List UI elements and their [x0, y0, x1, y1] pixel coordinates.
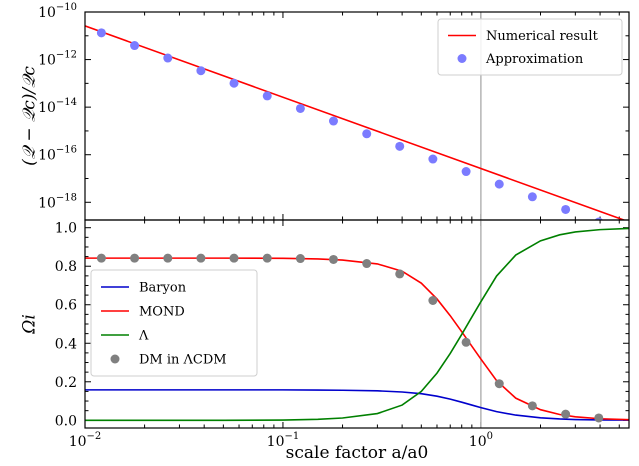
data-point-dm-in-cdm: [594, 413, 604, 423]
x-tick-label: 100: [469, 431, 493, 450]
data-point-approximation: [262, 91, 272, 101]
legend-marker-swatch: [110, 354, 120, 364]
data-point-approximation: [461, 167, 471, 177]
data-point-dm-in-cdm: [461, 337, 471, 347]
top-y-tick-label: 10−18: [38, 192, 77, 211]
x-tick-label: 10−1: [267, 431, 300, 450]
data-point-dm-in-cdm: [196, 253, 206, 263]
data-point-dm-in-cdm: [527, 401, 537, 411]
legend-label: MOND: [139, 305, 185, 320]
x-tick-label: 10−2: [69, 431, 102, 450]
data-point-dm-in-cdm: [494, 379, 504, 389]
data-point-dm-in-cdm: [561, 409, 571, 419]
legend-label: Λ: [138, 329, 149, 344]
data-point-dm-in-cdm: [130, 253, 140, 263]
data-point-approximation: [561, 204, 571, 214]
data-point-dm-in-cdm: [163, 253, 173, 263]
bottom-y-tick-label: 0.2: [55, 375, 77, 391]
data-point-approximation: [96, 28, 106, 38]
data-point-dm-in-cdm: [328, 254, 338, 264]
bottom-y-tick-label: 0.4: [55, 336, 77, 352]
data-point-dm-in-cdm: [262, 253, 272, 263]
bottom-legend: Baryon MOND Λ DM in ΛCDM: [90, 269, 258, 377]
data-point-approximation: [328, 116, 338, 126]
top-panel: 10−10 10−12 10−14 10−16 10−18 Numerical resu…: [20, 2, 630, 221]
series-line-mond: [85, 257, 629, 421]
top-y-tick-label: 10−16: [38, 145, 77, 164]
bottom-y-tick-label: 1.0: [55, 221, 77, 237]
bottom-panel: 0.0 0.2 0.4 0.6 0.8 1.0 10−2 10−1 100 Baryon MON…: [20, 219, 630, 463]
data-point-approximation: [494, 179, 504, 189]
data-point-approximation: [362, 129, 372, 139]
bottom-y-tick-label: 0.0: [55, 413, 77, 429]
data-point-approximation: [527, 192, 537, 202]
data-point-approximation: [196, 66, 206, 76]
data-point-dm-in-cdm: [362, 259, 372, 269]
top-y-tick-label: 10−10: [38, 2, 77, 21]
top-y-tick-label: 10−14: [38, 97, 77, 116]
data-point-dm-in-cdm: [428, 296, 438, 306]
data-point-dm-in-cdm: [395, 269, 405, 279]
data-point-approximation: [395, 141, 405, 151]
data-point-dm-in-cdm: [229, 253, 239, 263]
legend-label: DM in ΛCDM: [139, 353, 227, 368]
legend-box: [90, 269, 258, 377]
data-point-dm-in-cdm: [96, 253, 106, 263]
top-legend: Numerical result Approximation: [437, 18, 623, 76]
data-point-approximation: [428, 154, 438, 164]
data-point-approximation: [163, 53, 173, 63]
bottom-y-tick-labels: 0.0 0.2 0.4 0.6 0.8 1.0: [55, 221, 77, 430]
bottom-plot-frame: [84, 219, 630, 429]
legend-marker-swatch: [457, 54, 467, 63]
bottom-y-tick-label: 0.8: [55, 259, 77, 275]
x-axis-label: scale factor a/a0: [286, 443, 429, 463]
top-y-tick-label: 10−12: [38, 50, 77, 69]
legend-label: Approximation: [485, 52, 584, 67]
data-point-approximation: [130, 41, 140, 51]
series-line-numerical-result: [85, 25, 627, 220]
data-point-approximation: [594, 217, 603, 220]
data-point-approximation: [295, 103, 305, 113]
data-point-approximation: [229, 78, 239, 88]
bottom-y-tick-label: 0.6: [55, 298, 77, 314]
x-tick-labels: 10−2 10−1 100: [69, 431, 493, 450]
series-line-series: [85, 227, 629, 422]
legend-label: Numerical result: [486, 29, 599, 44]
data-point-dm-in-cdm: [295, 254, 305, 264]
top-series: [85, 25, 627, 220]
series-line-baryon: [85, 389, 629, 421]
legend-label: Baryon: [139, 281, 187, 296]
bottom-series: [85, 227, 629, 423]
bottom-y-axis-label: Ωi: [20, 314, 40, 335]
legend-box: [437, 18, 623, 76]
top-y-tick-labels: 10−10 10−12 10−14 10−16 10−18: [38, 2, 77, 211]
top-y-axis-label: (𝒬 − 𝒬c)/𝒬c: [20, 66, 40, 166]
